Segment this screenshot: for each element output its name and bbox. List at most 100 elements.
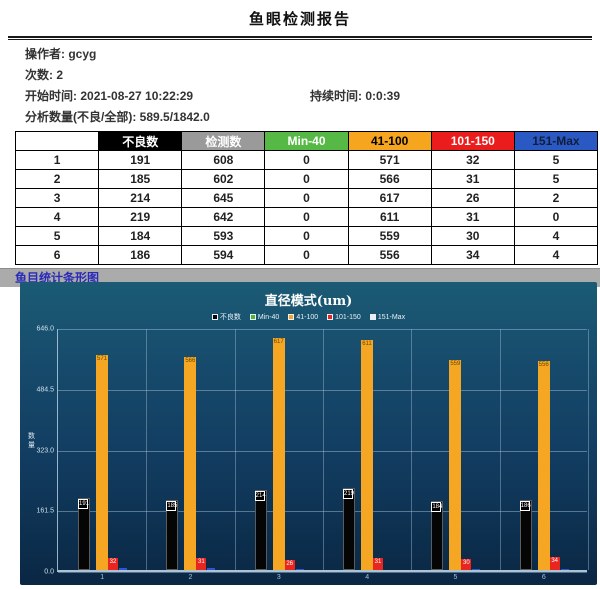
table-cell: 219 bbox=[98, 207, 183, 227]
v-gridline bbox=[411, 329, 413, 570]
y-tick-label: 484.5 bbox=[36, 386, 54, 394]
bar-41-100: 571 bbox=[96, 355, 108, 570]
bar-151-Max bbox=[472, 568, 481, 570]
duration-value: 0:0:39 bbox=[365, 89, 401, 103]
bar-value-label: 184 bbox=[431, 501, 443, 512]
count-value: 2 bbox=[56, 68, 64, 82]
legend-swatch-icon bbox=[249, 314, 256, 320]
bar-151-Max bbox=[119, 568, 127, 570]
table-cell: 4 bbox=[513, 245, 599, 265]
table-row: 4 219 642 0 611 31 0 bbox=[14, 207, 599, 227]
table-cell: 4 bbox=[513, 226, 599, 246]
y-tick-label: 161.5 bbox=[36, 507, 54, 515]
table-cell: 642 bbox=[181, 207, 266, 227]
header-cell-blank bbox=[14, 131, 100, 151]
table-row: 1 191 608 0 571 32 5 bbox=[14, 150, 599, 170]
table-cell: 602 bbox=[181, 169, 266, 189]
table-cell: 2 bbox=[14, 169, 100, 189]
table-cell: 0 bbox=[264, 169, 349, 189]
bar-value-label: 34 bbox=[551, 558, 558, 565]
page-title: 鱼眼检测报告 bbox=[248, 10, 351, 28]
table-cell: 184 bbox=[98, 226, 183, 246]
bar-101-150: 34 bbox=[549, 557, 560, 570]
bar-value-label: 26 bbox=[286, 561, 293, 568]
bar-101-150: 31 bbox=[196, 558, 207, 570]
table-cell: 556 bbox=[347, 245, 432, 265]
header-cell-defects: 不良数 bbox=[98, 131, 183, 151]
bar-41-100: 617 bbox=[272, 337, 285, 570]
table-row: 5 184 593 0 559 30 4 bbox=[14, 226, 599, 246]
table-cell: 611 bbox=[347, 207, 432, 227]
table-row: 3 214 645 0 617 26 2 bbox=[14, 188, 599, 208]
x-tick-label: 1 bbox=[100, 574, 105, 581]
bar-151-Max bbox=[295, 569, 304, 570]
legend-label: 41-100 bbox=[296, 313, 319, 321]
bar-101-150: 32 bbox=[108, 557, 118, 570]
report-info: 操作者: gcyg 次数: 2 开始时间: 2021-08-27 10:22:2… bbox=[0, 40, 600, 128]
x-tick-label: 3 bbox=[276, 574, 281, 581]
bar-value-label: 559 bbox=[450, 360, 461, 367]
table-cell: 185 bbox=[98, 169, 183, 189]
bar-value-label: 31 bbox=[197, 559, 205, 566]
h-gridline bbox=[58, 450, 587, 452]
x-tick-label: 2 bbox=[188, 574, 193, 581]
table-cell: 593 bbox=[181, 226, 266, 246]
table-cell: 5 bbox=[513, 169, 599, 189]
bar-value-label: 571 bbox=[96, 356, 107, 363]
x-tick-label: 5 bbox=[453, 574, 458, 581]
legend-label: 不良数 bbox=[219, 314, 241, 321]
table-cell: 566 bbox=[347, 169, 432, 189]
quantity-label: 分析数量(不良/全部): bbox=[25, 110, 137, 124]
table-cell: 617 bbox=[347, 188, 432, 208]
duration-label: 持续时间: bbox=[310, 89, 362, 103]
count-label: 次数: bbox=[25, 68, 53, 82]
bar-不良数: 191 bbox=[78, 498, 90, 570]
table-cell: 645 bbox=[181, 188, 266, 208]
legend-label: 151-Max bbox=[377, 313, 406, 321]
table-cell: 0 bbox=[264, 207, 349, 227]
table-cell: 34 bbox=[430, 245, 515, 265]
h-gridline bbox=[58, 511, 587, 513]
table-cell: 5 bbox=[14, 226, 100, 246]
start-time-value: 2021-08-27 10:22:29 bbox=[80, 89, 194, 103]
bar-101-150: 31 bbox=[373, 558, 383, 570]
legend-swatch-icon bbox=[369, 314, 376, 320]
header-cell-detected: 检测数 bbox=[181, 131, 266, 151]
v-gridline bbox=[234, 329, 236, 570]
info-count: 次数: 2 bbox=[25, 65, 600, 86]
bar-value-label: 185 bbox=[166, 501, 178, 512]
table-cell: 31 bbox=[430, 169, 515, 189]
chart-title: 直径模式(um) bbox=[264, 294, 353, 309]
table-row: 6 186 594 0 556 34 4 bbox=[14, 245, 599, 265]
table-cell: 30 bbox=[430, 226, 515, 246]
plot-area: 646.0 484.5 323.0 161.5 0.0 1 2 3 4 5 6 191 571 32 185… bbox=[36, 326, 589, 581]
duration-pair: 持续时间: 0:0:39 bbox=[310, 86, 400, 107]
v-gridline bbox=[588, 329, 589, 570]
bar-value-label: 556 bbox=[538, 361, 549, 368]
table-cell: 571 bbox=[347, 150, 432, 170]
table-cell: 0 bbox=[264, 150, 349, 170]
bar-value-label: 214 bbox=[254, 490, 266, 501]
table-cell: 191 bbox=[98, 150, 183, 170]
header-cell-151-max: 151-Max bbox=[513, 131, 599, 151]
table-header-row: 不良数 检测数 Min-40 41-100 101-150 151-Max bbox=[14, 131, 599, 151]
bar-不良数: 186 bbox=[519, 500, 532, 570]
title-divider bbox=[8, 36, 592, 40]
v-gridline bbox=[499, 329, 501, 570]
bar-value-label: 219 bbox=[343, 488, 355, 499]
v-gridline bbox=[323, 329, 324, 570]
y-tick-label: 0.0 bbox=[44, 568, 54, 576]
legend-label: Min-40 bbox=[257, 313, 280, 321]
bar-value-label: 611 bbox=[362, 341, 372, 348]
legend-swatch-icon bbox=[288, 314, 295, 320]
bar-value-label: 191 bbox=[78, 499, 90, 510]
bar-151-Max bbox=[207, 568, 216, 570]
bar-chart-panel: 直径模式(um) 不良数 Min-40 41-100 101-150 151-Max 数… bbox=[20, 282, 597, 585]
table-cell: 4 bbox=[14, 207, 100, 227]
table-cell: 26 bbox=[430, 188, 515, 208]
h-gridline bbox=[58, 389, 587, 391]
legend-item: Min-40 bbox=[249, 312, 280, 322]
table-cell: 0 bbox=[264, 226, 349, 246]
table-cell: 32 bbox=[430, 150, 515, 170]
